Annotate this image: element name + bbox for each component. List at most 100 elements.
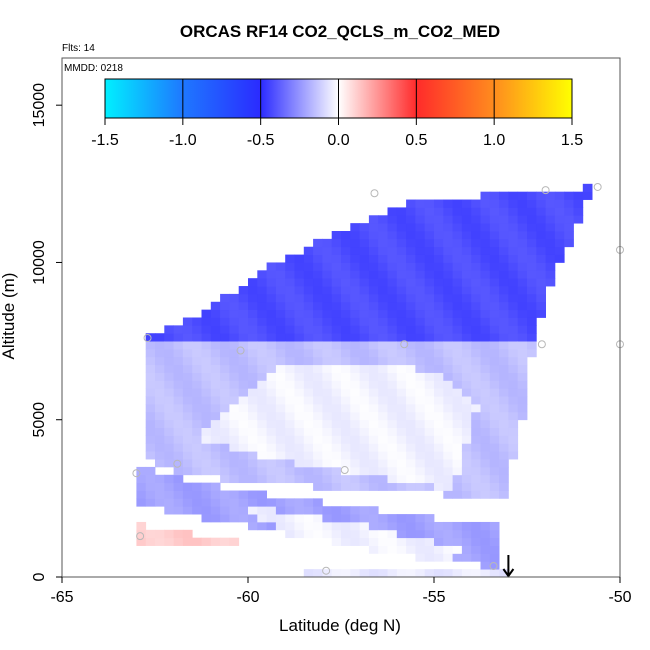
heatmap-cell xyxy=(192,466,202,476)
colorbar-tick-label: 1.5 xyxy=(561,132,583,149)
heatmap-cell xyxy=(378,356,388,366)
heatmap-cell xyxy=(443,333,453,342)
heatmap-cell xyxy=(517,325,528,334)
heatmap-cell xyxy=(387,451,398,460)
heatmap-cell xyxy=(434,545,444,554)
heatmap-cell xyxy=(508,246,519,255)
heatmap-cell xyxy=(248,498,258,507)
heatmap-cell xyxy=(378,372,388,381)
heatmap-cell xyxy=(368,396,379,405)
heatmap-cell xyxy=(368,569,379,578)
heatmap-cell xyxy=(499,356,509,366)
heatmap-cell xyxy=(220,388,230,397)
heatmap-cell xyxy=(229,333,240,342)
heatmap-cell xyxy=(415,301,426,311)
heatmap-cell xyxy=(471,529,481,539)
heatmap-cell xyxy=(443,427,453,436)
heatmap-cell xyxy=(350,514,360,523)
heatmap-cell xyxy=(248,427,258,436)
heatmap-cell xyxy=(331,348,342,358)
heatmap-cell xyxy=(378,427,388,436)
heatmap-cell xyxy=(461,443,472,452)
heatmap-cell xyxy=(257,388,267,397)
heatmap-cell xyxy=(145,348,156,358)
heatmap-cell xyxy=(155,474,165,484)
heatmap-cell xyxy=(285,301,295,311)
heatmap-cell xyxy=(257,317,267,326)
heatmap-cell xyxy=(238,341,249,350)
heatmap-cell xyxy=(331,356,342,366)
heatmap-cell xyxy=(192,325,202,334)
heatmap-cell xyxy=(303,388,314,397)
heatmap-cell xyxy=(517,262,528,271)
heatmap-cell xyxy=(545,215,556,224)
heatmap-cell xyxy=(257,364,267,373)
heatmap-cell xyxy=(527,199,537,208)
heatmap-cell xyxy=(331,443,342,452)
heatmap-cell xyxy=(424,451,435,460)
heatmap-cell xyxy=(331,309,342,318)
heatmap-cell xyxy=(257,380,267,389)
heatmap-cell xyxy=(210,506,221,515)
heatmap-cell xyxy=(499,569,509,578)
heatmap-cell xyxy=(257,490,267,499)
heatmap-cell xyxy=(424,427,435,436)
heatmap-cell xyxy=(182,388,193,397)
heatmap-cell xyxy=(350,537,360,546)
heatmap-cell xyxy=(164,474,174,484)
heatmap-cell xyxy=(499,254,509,263)
heatmap-cell xyxy=(285,427,295,436)
heatmap-cell xyxy=(322,411,333,421)
heatmap-cell xyxy=(499,191,509,200)
colorbar-tick-label: 0.5 xyxy=(405,132,427,149)
heatmap-cell xyxy=(359,396,370,405)
heatmap-cell xyxy=(229,474,240,484)
heatmap-cell xyxy=(229,459,240,468)
heatmap-cell xyxy=(303,325,314,334)
heatmap-cell xyxy=(378,254,388,263)
heatmap-cell xyxy=(517,278,528,287)
heatmap-cell xyxy=(182,372,193,381)
heatmap-cell xyxy=(489,396,500,405)
heatmap-cell xyxy=(378,262,388,271)
heatmap-cell xyxy=(443,270,453,279)
heatmap-cell xyxy=(471,404,481,413)
heatmap-cell xyxy=(378,459,388,468)
heatmap-cell xyxy=(517,388,528,397)
heatmap-cell xyxy=(387,514,398,523)
heatmap-cell xyxy=(285,309,295,318)
heatmap-cell xyxy=(303,254,314,263)
heatmap-cell xyxy=(434,262,444,271)
heatmap-cell xyxy=(517,348,528,358)
heatmap-cell xyxy=(285,404,295,413)
heatmap-cell xyxy=(331,459,342,468)
heatmap-cell xyxy=(406,514,416,523)
heatmap-cell xyxy=(517,341,528,350)
heatmap-cell xyxy=(461,223,472,232)
heatmap-cell xyxy=(517,238,528,248)
heatmap-cell xyxy=(173,372,184,381)
heatmap-cell xyxy=(452,411,463,421)
heatmap-cell xyxy=(406,537,416,546)
heatmap-cell xyxy=(582,183,593,193)
heatmap-cell xyxy=(471,207,481,216)
heatmap-cell xyxy=(499,451,509,460)
heatmap-cell xyxy=(313,246,323,255)
heatmap-cell xyxy=(434,482,444,491)
heatmap-cell xyxy=(471,372,481,381)
heatmap-cell xyxy=(313,451,323,460)
heatmap-cell xyxy=(499,396,509,405)
heatmap-cell xyxy=(536,278,546,287)
sample-point xyxy=(136,532,145,541)
heatmap-cell xyxy=(182,364,193,373)
colorbar-tick-label: 1.0 xyxy=(483,132,505,149)
heatmap-cell xyxy=(489,254,500,263)
heatmap-cell xyxy=(406,317,416,326)
heatmap-cell xyxy=(378,309,388,318)
heatmap-cell xyxy=(517,293,528,303)
heatmap-cell xyxy=(275,301,286,311)
heatmap-cell xyxy=(387,301,398,311)
heatmap-cell xyxy=(192,317,202,326)
heatmap-cell xyxy=(266,466,277,476)
heatmap-cell xyxy=(275,521,286,531)
